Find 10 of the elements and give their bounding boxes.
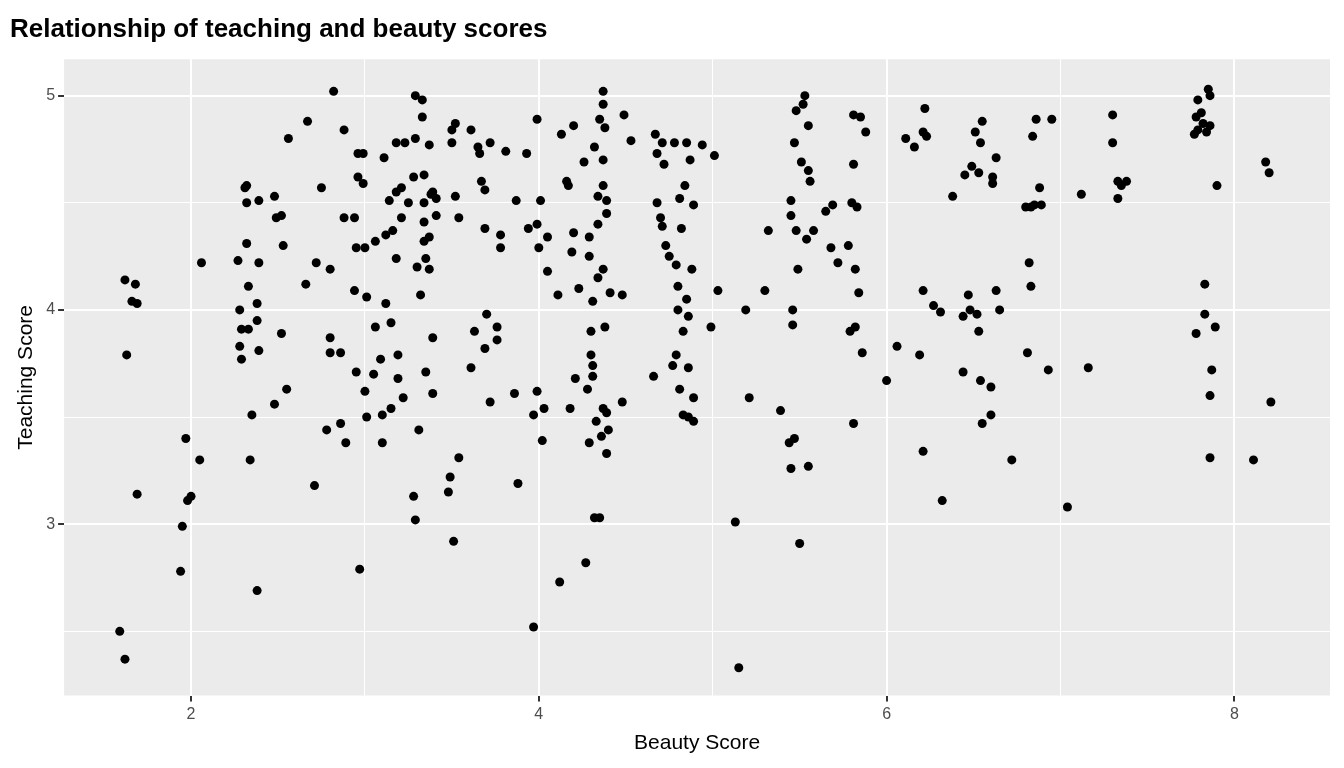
x-tick-label: 8 bbox=[1229, 704, 1239, 722]
x-tick-label: 4 bbox=[534, 704, 544, 722]
x-tick-label: 6 bbox=[882, 704, 892, 722]
y-tick-label: 5 bbox=[46, 86, 56, 104]
y-tick-label: 3 bbox=[46, 514, 56, 532]
chart-title: Relationship of teaching and beauty scores bbox=[10, 12, 548, 43]
x-axis-title: Beauty Score bbox=[634, 730, 761, 754]
y-axis-title: Teaching Score bbox=[13, 305, 37, 450]
y-tick-label: 4 bbox=[46, 300, 56, 318]
x-tick-label: 2 bbox=[186, 704, 196, 722]
